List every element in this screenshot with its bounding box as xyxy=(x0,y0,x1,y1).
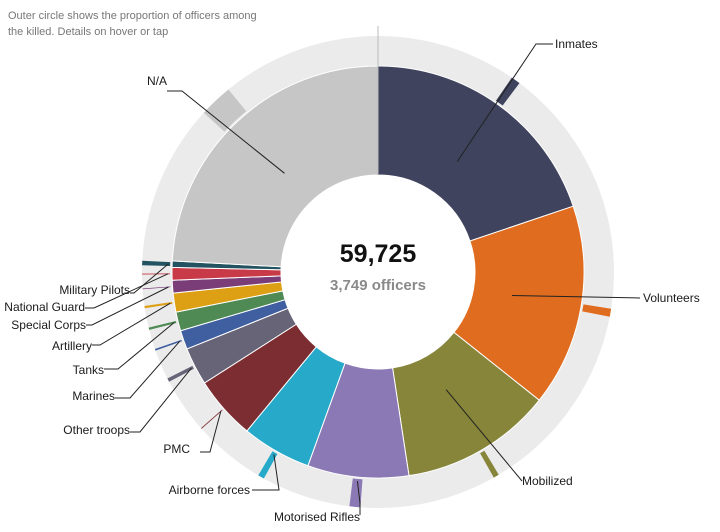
officer-share-tanks[interactable] xyxy=(148,320,177,330)
leader-airborne-forces xyxy=(252,454,280,491)
label-motorised-rifles[interactable]: Motorised Rifles xyxy=(274,510,360,524)
slice-labels: Inmates Volunteers Mobilized Motorised Rifl… xyxy=(4,37,699,524)
officer-count: 3,749 officers xyxy=(330,277,426,294)
slice-volunteers[interactable] xyxy=(453,205,585,401)
leader-tanks xyxy=(104,322,175,370)
leader-special-corps xyxy=(86,286,169,326)
label-military-pilots[interactable]: Military Pilots xyxy=(59,283,130,297)
label-artillery[interactable]: Artillery xyxy=(52,339,92,353)
officer-share-artillery[interactable] xyxy=(144,301,173,309)
officer-share-pmc[interactable] xyxy=(201,409,223,429)
officer-share-special-corps[interactable] xyxy=(142,286,171,290)
officer-share-military-pilots[interactable] xyxy=(142,260,171,267)
center-hole xyxy=(281,175,475,369)
officer-share-inmates[interactable] xyxy=(495,77,520,106)
officer-ring xyxy=(142,77,612,508)
label-inmates[interactable]: Inmates xyxy=(555,37,598,51)
leader-marines xyxy=(115,340,181,399)
officer-share-marines[interactable] xyxy=(154,339,182,351)
leader-mobilized xyxy=(445,389,523,482)
label-marines[interactable]: Marines xyxy=(72,389,115,403)
label-leaders xyxy=(85,26,641,515)
label-other-troops[interactable]: Other troops xyxy=(63,423,130,437)
label-mobilized[interactable]: Mobilized xyxy=(522,474,573,488)
officer-share-volunteers[interactable] xyxy=(582,304,612,317)
leader-n-a xyxy=(167,90,285,174)
leader-motorised-rifles xyxy=(356,480,361,515)
leader-inmates xyxy=(456,43,553,162)
officer-share-mobilized[interactable] xyxy=(480,450,499,478)
label-tanks[interactable]: Tanks xyxy=(73,363,104,377)
leader-artillery xyxy=(92,302,171,346)
label-special-corps[interactable]: Special Corps xyxy=(11,318,86,332)
label-pmc[interactable]: PMC xyxy=(163,442,190,456)
officer-share-airborne-forces[interactable] xyxy=(258,451,278,479)
leader-other-troops xyxy=(130,367,192,433)
total-count: 59,725 xyxy=(340,240,417,268)
leader-pmc xyxy=(200,411,222,453)
label-airborne-forces[interactable]: Airborne forces xyxy=(169,483,250,497)
leader-volunteers xyxy=(511,295,641,299)
leader-military-pilots xyxy=(130,263,169,294)
label-volunteers[interactable]: Volunteers xyxy=(643,291,700,305)
officer-share-other-troops[interactable] xyxy=(167,365,194,382)
chart-note: Outer circle shows the proportion of off… xyxy=(8,10,257,38)
label-national-guard[interactable]: National Guard xyxy=(4,300,85,314)
label-n-a[interactable]: N/A xyxy=(147,74,167,88)
officer-share-n-a[interactable] xyxy=(203,89,247,132)
